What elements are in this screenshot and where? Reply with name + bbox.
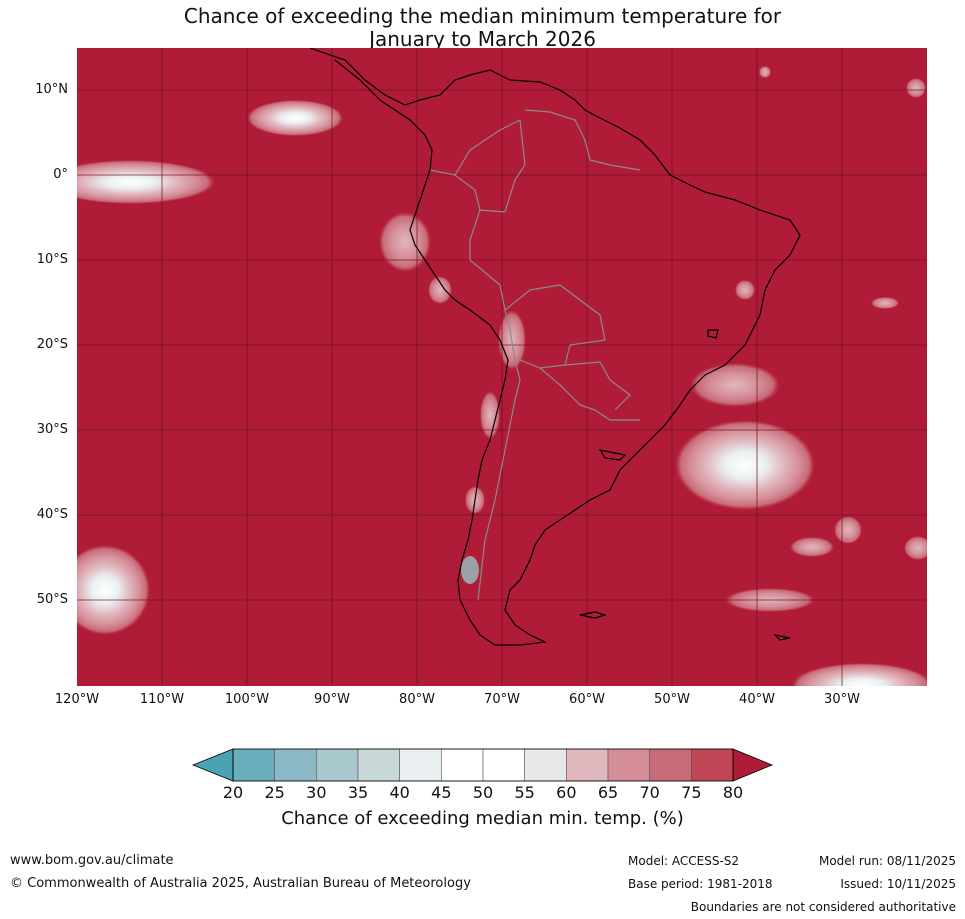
legend-cells: [232, 748, 734, 782]
coastline: [309, 48, 801, 646]
lon-label-80w: 80°W: [399, 692, 435, 707]
lat-label-10n: 10°N: [35, 82, 68, 97]
lon-label-110w: 110°W: [139, 692, 185, 707]
probability-anomalies: [77, 66, 927, 686]
base-period: Base period: 1981-2018: [628, 877, 773, 891]
legend-tick-label: 55: [514, 783, 535, 802]
legend-tick-label: 40: [389, 783, 410, 802]
legend-cell: [232, 748, 275, 782]
map-title-line-1: Chance of exceeding the median minimum t…: [183, 4, 782, 28]
lat-label-0: 0°: [53, 167, 68, 182]
legend-tick-label: 30: [306, 783, 327, 802]
legend-tick-label: 25: [264, 783, 285, 802]
legend-cell: [274, 748, 317, 782]
lon-label-120w: 120°W: [54, 692, 100, 707]
legend-cell: [566, 748, 609, 782]
legend-cell: [607, 748, 650, 782]
legend-cell: [357, 748, 400, 782]
legend-tick-label: 60: [556, 783, 577, 802]
lat-label-10s: 10°S: [36, 252, 68, 267]
legend-cell: [482, 748, 525, 782]
map-title-line-2: January to March 2026: [369, 27, 596, 51]
website-link[interactable]: www.bom.gov.au/climate: [10, 853, 174, 868]
lon-label-100w: 100°W: [224, 692, 270, 707]
lat-label-20s: 20°S: [36, 337, 68, 352]
lon-label-50w: 50°W: [654, 692, 690, 707]
issued-date: Issued: 10/11/2025: [840, 877, 956, 891]
legend-tick-label: 20: [222, 783, 244, 802]
legend-over-arrow: [732, 748, 774, 782]
legend-title: Chance of exceeding median min. temp. (%…: [281, 808, 684, 829]
legend-tick-label: 50: [472, 783, 494, 802]
boundaries-disclaimer: Boundaries are not considered authoritat…: [690, 900, 956, 914]
legend-tick-label: 70: [639, 783, 660, 802]
legend-tick-label: 80: [722, 783, 744, 802]
legend-cell: [441, 748, 484, 782]
legend-tick-label: 75: [681, 783, 702, 802]
lon-label-70w: 70°W: [484, 692, 520, 707]
legend-cell: [399, 748, 442, 782]
country-boundaries: [429, 109, 641, 601]
lat-label-50s: 50°S: [36, 592, 68, 607]
copyright-notice: © Commonwealth of Australia 2025, Austra…: [10, 876, 471, 891]
legend-cell: [316, 748, 359, 782]
legend-cell: [649, 748, 692, 782]
legend-cell: [691, 748, 734, 782]
model-name: Model: ACCESS-S2: [628, 854, 740, 868]
model-run-date: Model run: 08/11/2025: [818, 854, 956, 868]
legend-outline: [232, 748, 734, 782]
legend-under-arrow: [191, 748, 234, 782]
lon-label-30w: 30°W: [824, 692, 860, 707]
lon-label-60w: 60°W: [569, 692, 605, 707]
lat-label-30s: 30°S: [36, 422, 68, 437]
legend-tick-label: 65: [597, 783, 619, 802]
lon-label-90w: 90°W: [314, 692, 350, 707]
legend-cell: [524, 748, 567, 782]
lat-label-40s: 40°S: [36, 507, 68, 522]
lon-label-40w: 40°W: [739, 692, 775, 707]
graticule: [77, 48, 927, 686]
legend-tick-label: 35: [347, 783, 369, 802]
legend-tick-label: 45: [431, 783, 452, 802]
